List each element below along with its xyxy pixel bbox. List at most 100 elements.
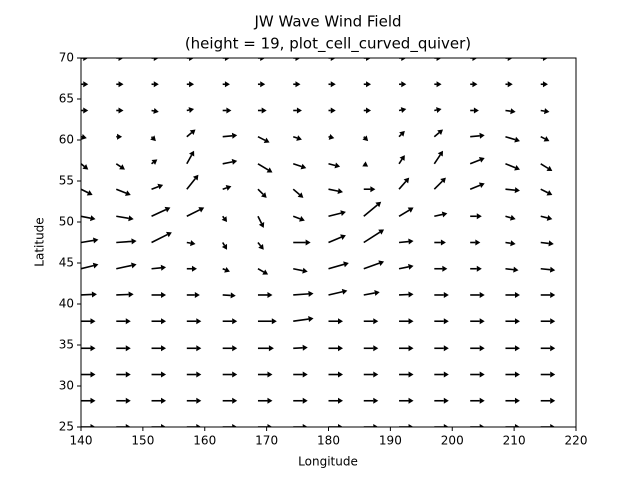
arrow-head [221, 216, 228, 223]
arrow-shaft [257, 163, 269, 171]
arrow-head [436, 58, 442, 61]
arrow [433, 177, 446, 190]
arrow [186, 150, 195, 165]
arrow [575, 267, 576, 269]
arrow-head [196, 318, 202, 325]
arrow-head [373, 371, 379, 378]
arrow [81, 424, 96, 427]
arrow-head [232, 318, 238, 325]
arrow [398, 107, 407, 113]
arrow-shaft [328, 290, 343, 296]
arrow [575, 136, 576, 138]
arrow [151, 58, 159, 61]
arrow [81, 107, 89, 114]
arrow-head [161, 318, 167, 325]
arrow [434, 107, 442, 113]
arrow [116, 345, 131, 352]
arrow-head [378, 229, 385, 235]
arrow-head [550, 371, 556, 378]
arrow-head [443, 424, 449, 427]
arrow [186, 240, 196, 247]
arrow [576, 107, 583, 113]
arrow-head [308, 290, 314, 297]
arrow [328, 81, 336, 88]
arrow [398, 207, 414, 217]
arrow-head [338, 424, 343, 427]
arrow-head [338, 345, 343, 352]
arrow [434, 371, 449, 378]
arrow-head [118, 58, 124, 61]
arrow-head [191, 265, 197, 272]
arrow [505, 266, 519, 273]
arrow-head [408, 318, 414, 325]
arrow [293, 290, 314, 297]
arrow [81, 188, 93, 196]
arrow-head [190, 240, 196, 247]
arrow-head [373, 397, 379, 404]
arrow [363, 318, 379, 325]
arrow-head [550, 424, 556, 427]
arrow [363, 397, 379, 404]
arrow-head [366, 107, 372, 114]
arrow-head [232, 345, 238, 352]
arrow-shaft [116, 293, 129, 296]
arrow-head [338, 371, 343, 378]
arrow-head [408, 424, 414, 427]
arrow-head [550, 291, 556, 298]
arrow [540, 215, 553, 221]
arrow [151, 206, 171, 217]
arrow [328, 188, 343, 195]
arrow-shaft [398, 240, 409, 244]
arrow-head [408, 291, 414, 298]
arrow [399, 318, 414, 325]
arrow-head [128, 291, 134, 298]
arrow-shaft [222, 242, 226, 246]
arrow-shaft [434, 213, 443, 218]
arrow-head [373, 424, 379, 427]
arrow [222, 345, 238, 352]
arrow-head [440, 239, 446, 246]
arrow [293, 58, 301, 61]
arrow-head [472, 81, 478, 88]
arrow-head [231, 158, 238, 165]
arrow-head [401, 58, 407, 61]
arrow [540, 266, 556, 273]
y-tick-label: 45 [59, 256, 74, 270]
arrow-head [374, 290, 380, 296]
arrow [434, 58, 442, 61]
arrow [399, 345, 414, 352]
arrow [186, 345, 202, 352]
y-tick-label: 70 [59, 51, 74, 65]
arrow-head [514, 424, 520, 427]
arrow [576, 424, 591, 430]
arrow [81, 215, 96, 222]
arrow-head [399, 155, 405, 161]
arrow-shaft [186, 178, 196, 190]
arrow [222, 58, 230, 61]
arrow-shaft [257, 136, 266, 141]
quiver [81, 58, 591, 430]
arrow-shaft [363, 204, 378, 217]
arrow-head [226, 107, 232, 114]
arrow-head [90, 397, 96, 404]
arrow [293, 424, 308, 427]
arrow [222, 266, 230, 273]
arrow-head [586, 345, 591, 351]
arrow-head [330, 58, 336, 61]
chart-subtitle: (height = 19, plot_cell_curved_quiver) [185, 35, 471, 54]
arrow-head [546, 190, 553, 196]
arrow-head [160, 264, 167, 271]
arrow-head [90, 345, 96, 352]
arrow [398, 291, 414, 298]
arrow [186, 174, 199, 190]
arrow-shaft [81, 215, 91, 219]
arrow [470, 213, 482, 220]
arrow [470, 132, 485, 139]
arrow-head [221, 243, 228, 250]
arrow [470, 424, 485, 427]
arrow-shaft [328, 236, 342, 244]
arrow [470, 397, 485, 404]
arrow-head [92, 237, 99, 244]
arrow-head [510, 108, 516, 115]
arrow-shaft [505, 188, 516, 191]
